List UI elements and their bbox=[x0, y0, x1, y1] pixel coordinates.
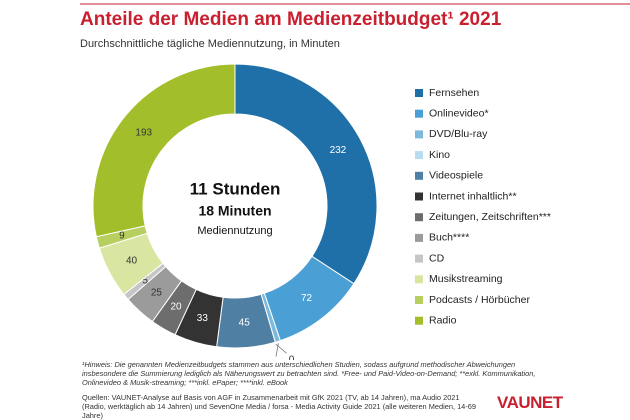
logo: VAUNET bbox=[497, 393, 563, 412]
legend-label: DVD/Blu-ray bbox=[429, 128, 488, 140]
legend-label: Onlinevideo* bbox=[429, 107, 489, 119]
chart-title: Anteile der Medien am Medienzeitbudget¹ … bbox=[80, 9, 502, 30]
legend-swatch bbox=[415, 213, 423, 222]
legend-label: Radio bbox=[429, 314, 457, 326]
legend-label: Internet inhaltlich** bbox=[429, 190, 517, 202]
legend-label: Buch**** bbox=[429, 232, 469, 244]
legend-label: CD bbox=[429, 252, 445, 264]
data-label: 72 bbox=[301, 293, 313, 304]
data-label: 40 bbox=[126, 255, 138, 266]
legend-label: Fernsehen bbox=[429, 87, 479, 99]
leader-line bbox=[275, 343, 287, 354]
data-label: 193 bbox=[135, 127, 152, 138]
chart: Anteile der Medien am Medienzeitbudget¹ … bbox=[80, 3, 630, 360]
legend-label: Videospiele bbox=[429, 170, 483, 182]
center-text: 18 Minuten bbox=[198, 203, 271, 219]
data-label: 9 bbox=[119, 231, 125, 242]
legend-swatch bbox=[415, 254, 423, 263]
legend-swatch bbox=[415, 316, 423, 325]
chart-subtitle: Durchschnittliche tägliche Mediennutzung… bbox=[80, 38, 340, 50]
legend-swatch bbox=[415, 233, 423, 242]
data-label: 20 bbox=[170, 302, 182, 313]
legend-swatch bbox=[415, 171, 423, 180]
data-label: 5 bbox=[142, 276, 148, 287]
data-label: 45 bbox=[239, 317, 251, 328]
legend-label: Zeitungen, Zeitschriften*** bbox=[429, 211, 551, 223]
legend-label: Musikstreaming bbox=[429, 273, 503, 285]
center-text: 11 Stunden bbox=[190, 179, 281, 198]
data-label: 0 bbox=[289, 355, 295, 360]
data-label: 4 bbox=[273, 359, 279, 360]
data-label: 33 bbox=[197, 313, 209, 324]
legend-swatch bbox=[415, 296, 423, 304]
center-text: Mediennutzung bbox=[197, 225, 272, 237]
donut-segment bbox=[92, 63, 236, 238]
legend-label: Podcasts / Hörbücher bbox=[429, 294, 530, 306]
legend-swatch bbox=[415, 275, 423, 284]
legend-label: Kino bbox=[429, 149, 450, 161]
source: Quellen: VAUNET-Analyse auf Basis von AG… bbox=[82, 393, 476, 420]
legend-swatch bbox=[415, 109, 423, 118]
data-label: 232 bbox=[330, 145, 347, 156]
legend-swatch bbox=[415, 130, 423, 139]
legend-swatch bbox=[415, 151, 423, 160]
data-label: 25 bbox=[151, 287, 163, 298]
legend-swatch bbox=[415, 192, 423, 201]
donut-segment bbox=[234, 63, 378, 285]
legend-swatch bbox=[415, 89, 423, 97]
footnote: ¹Hinweis: Die genannten Medienzeitbudget… bbox=[82, 360, 536, 387]
